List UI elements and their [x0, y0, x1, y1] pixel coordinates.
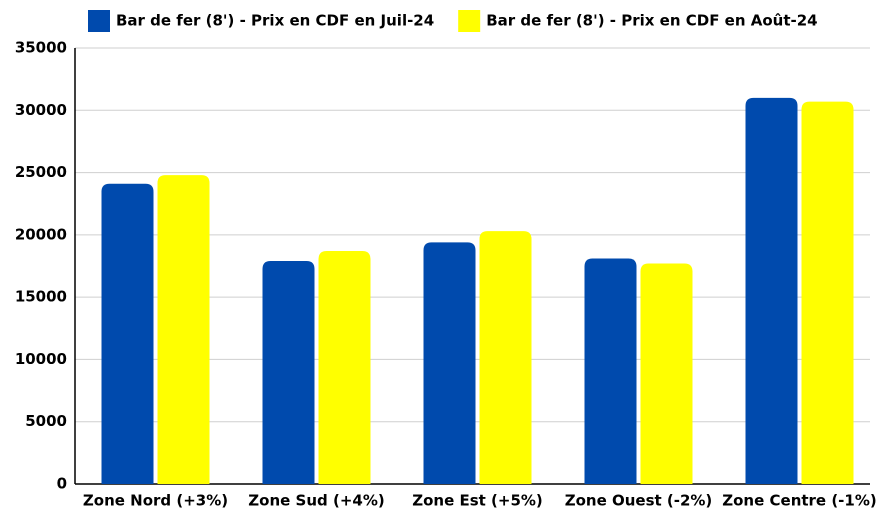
x-tick-label: Zone Nord (+3%): [83, 492, 228, 510]
x-tick-label: Zone Centre (-1%): [722, 492, 876, 510]
bar: [584, 258, 637, 484]
bar: [101, 183, 154, 485]
legend-swatch: [458, 10, 481, 32]
bar: [318, 251, 371, 484]
y-tick-label: 10000: [15, 350, 67, 368]
legend-label: Bar de fer (8') - Prix en CDF en Août-24: [486, 12, 817, 30]
bar: [157, 175, 210, 484]
bar: [423, 242, 476, 484]
bar: [479, 231, 532, 484]
y-tick-label: 35000: [15, 39, 67, 57]
y-tick-label: 20000: [15, 225, 67, 243]
y-tick-label: 5000: [25, 412, 67, 430]
x-tick-label: Zone Est (+5%): [412, 492, 543, 510]
bar: [745, 97, 798, 484]
legend-swatch: [88, 10, 110, 32]
y-tick-label: 15000: [15, 288, 67, 306]
y-tick-label: 25000: [15, 163, 67, 181]
y-tick-label: 0: [57, 475, 67, 493]
x-tick-label: Zone Ouest (-2%): [565, 492, 713, 510]
x-tick-label: Zone Sud (+4%): [248, 492, 384, 510]
bar: [640, 263, 693, 484]
bar: [801, 101, 854, 485]
legend-label: Bar de fer (8') - Prix en CDF en Juil-24: [116, 12, 434, 30]
y-tick-label: 30000: [15, 101, 67, 119]
bar: [262, 261, 315, 484]
